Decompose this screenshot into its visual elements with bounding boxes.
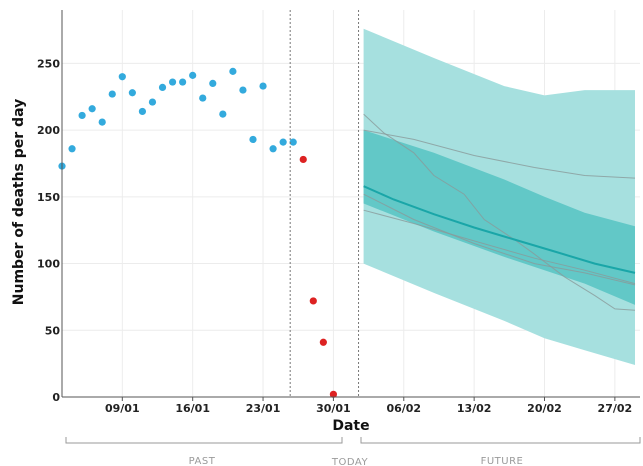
y-tick-label: 150 xyxy=(37,191,60,204)
observed-death-point xyxy=(78,111,86,120)
y-tick-label: 50 xyxy=(45,324,61,337)
y-tick-label: 100 xyxy=(37,258,60,271)
observed-points xyxy=(58,67,338,398)
observed-death-point xyxy=(209,79,217,87)
past-label: PAST xyxy=(189,456,216,466)
observed-death-point xyxy=(158,83,167,91)
forecast-bands xyxy=(363,28,635,365)
observed-death-point xyxy=(118,73,126,81)
observed-death-point xyxy=(189,71,197,79)
forecast-lines xyxy=(363,113,636,311)
observed-death-point xyxy=(108,90,116,98)
x-tick-label: 27/02 xyxy=(598,402,633,415)
inner-uncertainty-band xyxy=(363,130,635,305)
observed-death-point xyxy=(269,145,277,153)
x-tick-label: 06/02 xyxy=(386,402,421,415)
observed-death-point xyxy=(179,78,187,86)
incomplete-death-point xyxy=(329,390,338,398)
today-label: TODAY xyxy=(331,457,369,466)
period-brackets: PAST TODAY FUTURE xyxy=(65,437,641,466)
scenario-line xyxy=(363,193,636,286)
observed-death-point xyxy=(199,94,207,102)
x-axis-title: Date xyxy=(332,418,369,434)
x-tick-label: 13/02 xyxy=(457,402,492,415)
median-forecast-line xyxy=(363,185,636,274)
observed-death-point xyxy=(88,105,96,113)
scenario-line xyxy=(363,129,636,179)
scenario-line xyxy=(363,113,636,311)
observed-death-point xyxy=(249,135,257,144)
observed-death-point xyxy=(168,78,177,86)
x-tick-label: 30/01 xyxy=(316,402,351,415)
x-tick-label: 09/01 xyxy=(105,402,140,415)
observed-death-point xyxy=(229,67,237,75)
y-axis-title: Number of deaths per day xyxy=(11,99,27,305)
x-tick-label: 23/01 xyxy=(246,402,281,415)
observed-death-point xyxy=(68,145,76,153)
observed-death-point xyxy=(259,82,267,90)
y-tick-label: 200 xyxy=(37,124,60,137)
observed-death-point xyxy=(128,89,136,97)
y-tick-label: 250 xyxy=(37,57,60,70)
incomplete-death-point xyxy=(319,338,327,346)
observed-death-point xyxy=(279,138,287,146)
incomplete-death-point xyxy=(299,155,307,164)
observed-death-point xyxy=(98,118,106,126)
future-label: FUTURE xyxy=(481,456,524,466)
axes: 0 50 100 150 200 250 09/01 16/01 23/01 30/01 06/02… xyxy=(37,10,640,415)
observed-death-point xyxy=(289,138,297,146)
observed-death-point xyxy=(219,110,227,118)
y-tick-label: 0 xyxy=(52,391,60,404)
observed-death-point xyxy=(148,98,157,106)
observed-death-point xyxy=(239,86,247,94)
incomplete-death-point xyxy=(309,297,317,305)
scenario-line xyxy=(363,209,636,285)
observed-death-point xyxy=(138,107,147,116)
x-tick-label: 20/02 xyxy=(527,402,562,415)
x-tick-label: 16/01 xyxy=(175,402,210,415)
past-bracket xyxy=(65,437,343,444)
future-bracket xyxy=(360,437,641,444)
